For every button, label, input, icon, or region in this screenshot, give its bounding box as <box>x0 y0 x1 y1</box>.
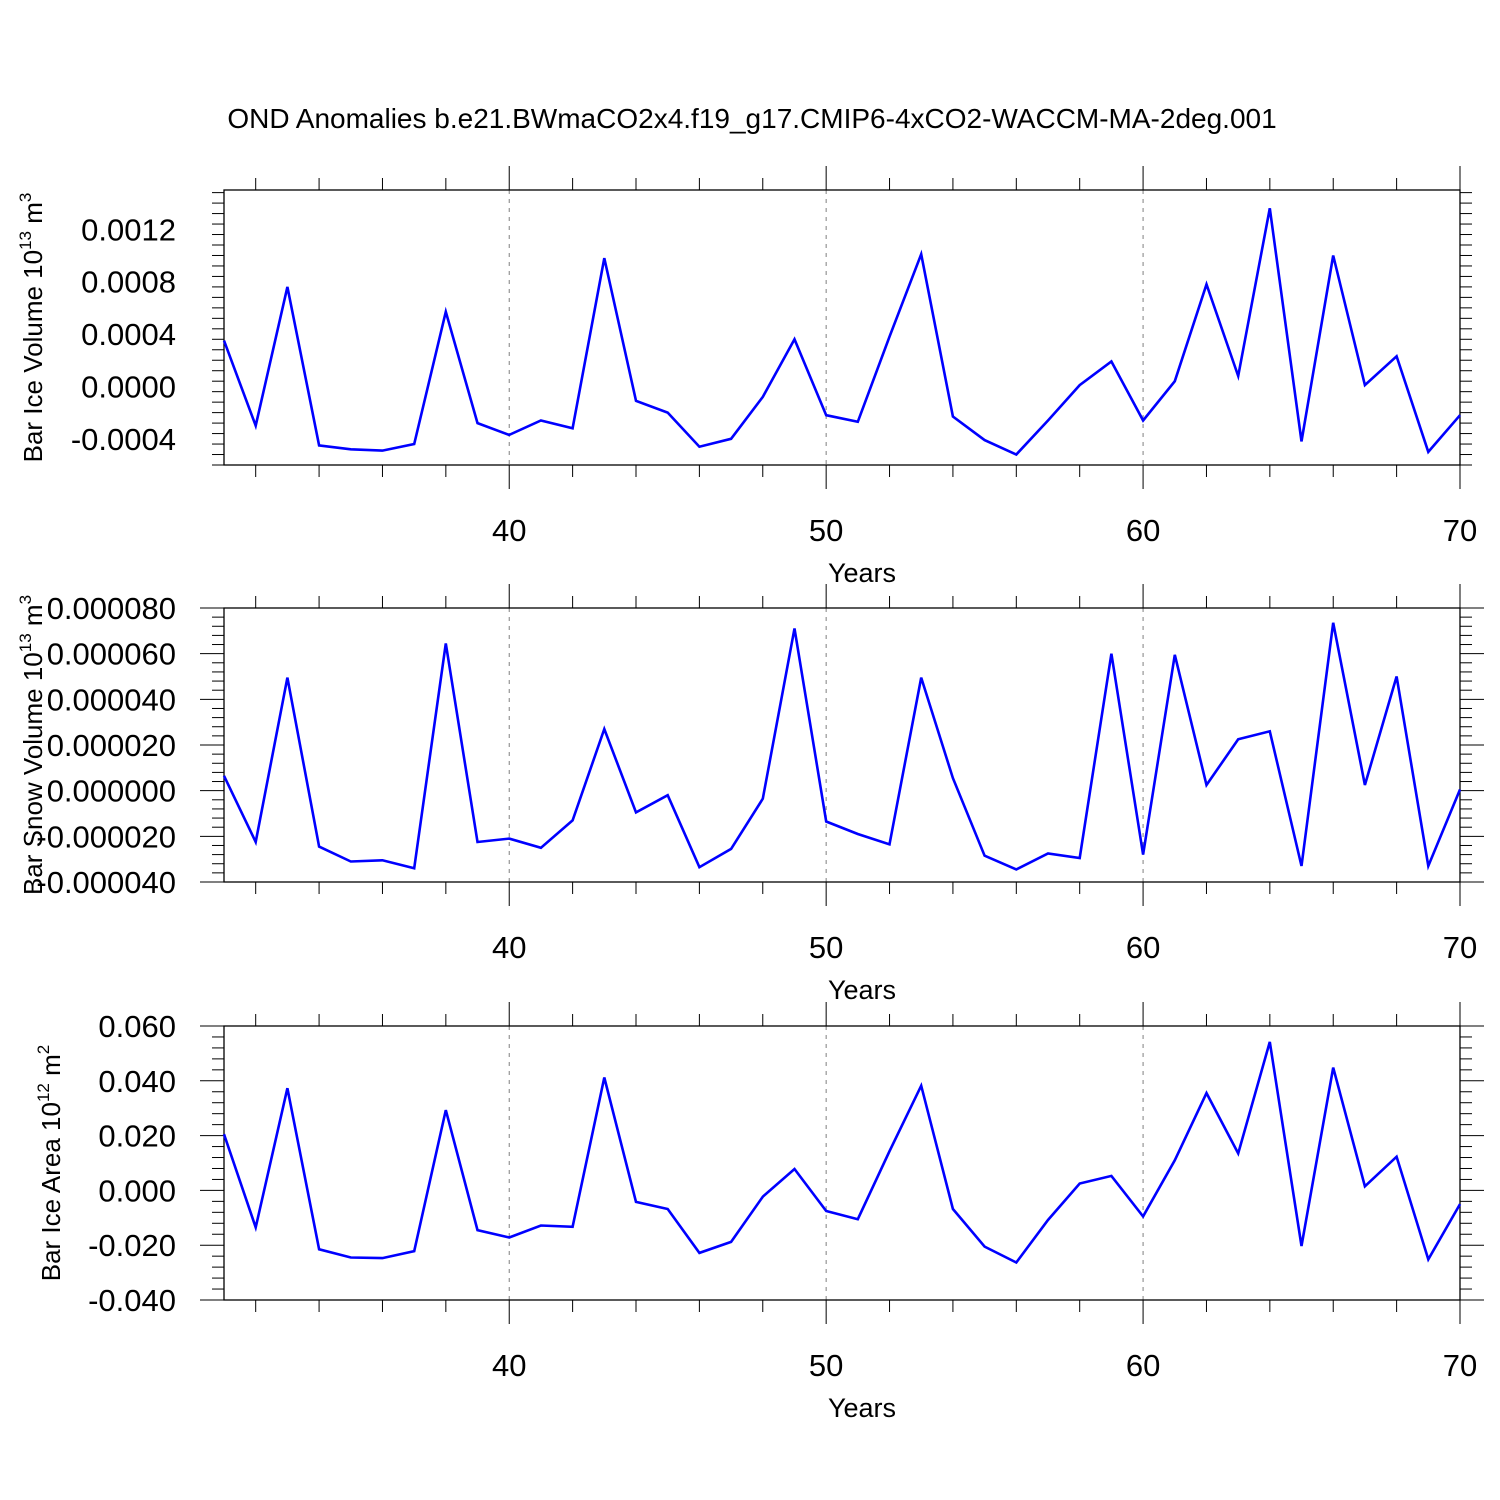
y-tick-label: -0.000020 <box>36 819 176 854</box>
x-axis-label: Years <box>828 558 896 588</box>
y-axis-label: Bar Ice Volume 1013 m3 <box>16 193 48 463</box>
y-tick-label: 0.0000 <box>81 369 176 404</box>
panels: 40 50 60 70 -0.0004 0.0000 0.0004 0.0008 0.0012 Y… <box>16 166 1484 1423</box>
x-tick-label: 60 <box>1126 930 1160 965</box>
x-tick-label: 40 <box>492 930 526 965</box>
chart-title: OND Anomalies b.e21.BWmaCO2x4.f19_g17.CM… <box>227 103 1276 134</box>
y-tick-label: 0.000080 <box>47 591 176 626</box>
y-tick-label: 0.0008 <box>81 265 176 300</box>
y-tick-label: 0.000060 <box>47 637 176 672</box>
x-tick-label: 70 <box>1443 930 1477 965</box>
x-tick-label: 50 <box>809 513 843 548</box>
y-tick-label: -0.000040 <box>36 865 176 900</box>
x-tick-label: 40 <box>492 513 526 548</box>
panel-3: 40 50 60 70 -0.040 -0.020 0.000 0.020 0.040 0.060… <box>34 1002 1484 1423</box>
panel-1: 40 50 60 70 -0.0004 0.0000 0.0004 0.0008 0.0012 Y… <box>16 166 1477 588</box>
x-axis-label: Years <box>828 1393 896 1423</box>
x-tick-label: 60 <box>1126 1348 1160 1383</box>
y-tick-label: 0.040 <box>98 1064 176 1099</box>
y-tick-label: 0.060 <box>98 1009 176 1044</box>
y-tick-label: 0.0012 <box>81 212 176 247</box>
y-tick-label: -0.040 <box>88 1283 176 1318</box>
y-tick-label: -0.020 <box>88 1228 176 1263</box>
y-tick-label: 0.000000 <box>47 774 176 809</box>
y-tick-label: -0.0004 <box>71 422 176 457</box>
x-axis-label: Years <box>828 975 896 1005</box>
plot-frame <box>223 607 1461 883</box>
y-tick-label: 0.000020 <box>47 728 176 763</box>
x-tick-label: 70 <box>1443 513 1477 548</box>
y-tick-label: 0.020 <box>98 1119 176 1154</box>
x-tick-label: 40 <box>492 1348 526 1383</box>
plot-frame <box>223 1025 1461 1301</box>
y-tick-label: 0.000 <box>98 1173 176 1208</box>
y-tick-label: 0.0004 <box>81 317 176 352</box>
x-tick-label: 50 <box>809 930 843 965</box>
series-line <box>222 622 1462 871</box>
series-line <box>222 208 1461 457</box>
x-tick-label: 60 <box>1126 513 1160 548</box>
plot-frame <box>223 189 1461 466</box>
series-line <box>222 1041 1462 1265</box>
y-tick-label: 0.000040 <box>47 682 176 717</box>
y-axis-label: Bar Snow Volume 1013 m3 <box>16 595 48 895</box>
x-tick-label: 70 <box>1443 1348 1477 1383</box>
x-tick-label: 50 <box>809 1348 843 1383</box>
y-axis-label: Bar Ice Area 1012 m2 <box>34 1045 66 1282</box>
panel-2: 40 50 60 70 -0.000040 -0.000020 0.000000 0.0000… <box>16 584 1484 1005</box>
